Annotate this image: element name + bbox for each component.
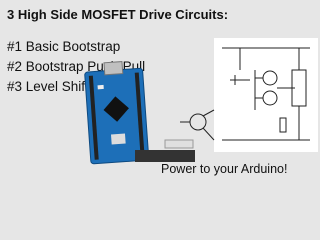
list-item: #1 Basic Bootstrap [7, 39, 120, 54]
footer-text: Power to your Arduino! [161, 162, 287, 176]
connector [164, 139, 194, 149]
circuit-diagram [180, 38, 318, 152]
arduino-board [84, 61, 150, 165]
thumbnail: 3 High Side MOSFET Drive Circuits: #1 Ba… [7, 7, 318, 176]
title: 3 High Side MOSFET Drive Circuits: [7, 7, 228, 22]
breadboard-wire [135, 150, 195, 162]
